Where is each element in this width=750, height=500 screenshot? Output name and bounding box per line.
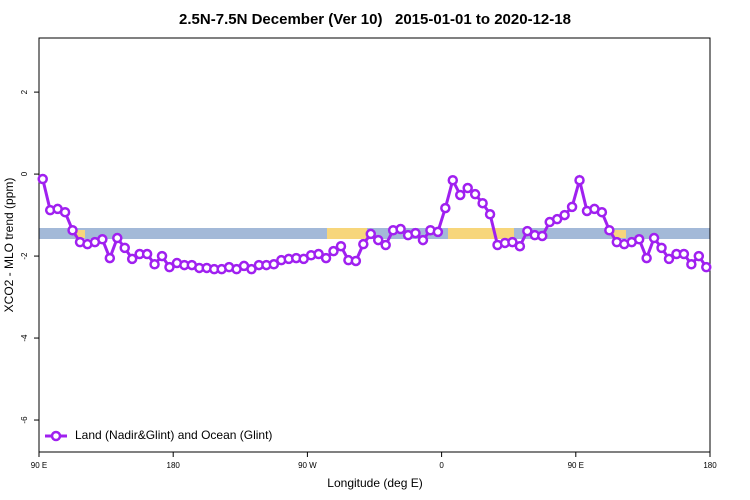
- data-point: [156, 250, 168, 262]
- data-point: [320, 252, 332, 264]
- data-point: [566, 201, 578, 213]
- data-point: [469, 188, 481, 200]
- data-point: [410, 227, 421, 239]
- data-point: [432, 226, 444, 238]
- data-point: [656, 242, 667, 254]
- data-point: [97, 234, 108, 245]
- data-point: [604, 224, 615, 236]
- data-point: [633, 234, 645, 245]
- x-tick-label: 180: [167, 461, 181, 470]
- data-point: [693, 250, 705, 262]
- data-point: [67, 224, 78, 236]
- data-point: [417, 234, 429, 246]
- data-point: [551, 213, 563, 225]
- data-point: [350, 255, 362, 267]
- y-tick-label: -2: [20, 252, 29, 260]
- data-point: [112, 232, 123, 244]
- data-point: [119, 242, 130, 254]
- data-point: [537, 230, 548, 242]
- x-tick-label: 90 W: [298, 461, 317, 470]
- y-tick-label: 2: [20, 89, 29, 94]
- data-point: [559, 209, 570, 221]
- data-point: [141, 248, 153, 260]
- data-point: [365, 228, 377, 240]
- data-point: [663, 253, 675, 265]
- x-tick-label: 90 E: [31, 461, 47, 470]
- x-tick-label: 180: [703, 461, 717, 470]
- data-point: [149, 259, 160, 270]
- plot-frame: [38, 37, 711, 453]
- y-axis-label: XCO2 - MLO trend (ppm): [2, 178, 16, 313]
- y-tick-label: 0: [20, 171, 29, 176]
- data-point: [335, 240, 347, 252]
- data-point: [37, 173, 48, 185]
- data-point: [372, 234, 384, 246]
- data-point: [328, 245, 339, 257]
- data-point: [313, 248, 324, 260]
- data-point: [596, 206, 608, 218]
- y-tick-label: -6: [20, 416, 29, 424]
- data-point: [246, 263, 257, 275]
- data-point: [641, 252, 652, 264]
- x-tick-label: 0: [439, 461, 444, 470]
- land-patch: [75, 230, 85, 238]
- data-point: [514, 240, 526, 252]
- data-point: [59, 206, 71, 218]
- data-point: [440, 202, 451, 214]
- data-point: [678, 248, 690, 260]
- data-point: [358, 238, 369, 250]
- data-point: [164, 261, 175, 273]
- data-point: [686, 259, 697, 270]
- data-point: [507, 236, 518, 248]
- data-point: [268, 259, 280, 270]
- data-point: [447, 174, 459, 186]
- land-patch: [327, 228, 367, 239]
- x-tick-label: 90 E: [568, 461, 584, 470]
- legend-label: Land (Nadir&Glint) and Ocean (Glint): [75, 428, 272, 442]
- data-point: [484, 209, 496, 220]
- chart-title: 2.5N-7.5N December (Ver 10) 2015-01-01 t…: [179, 11, 571, 28]
- legend-marker: [50, 430, 62, 442]
- data-point: [126, 253, 138, 265]
- data-point: [380, 239, 391, 251]
- data-point: [701, 261, 712, 273]
- land-patch: [448, 228, 514, 239]
- y-tick-label: -4: [20, 334, 29, 342]
- x-axis-label: Longitude (deg E): [327, 476, 422, 490]
- data-point: [462, 182, 473, 194]
- data-point: [574, 174, 585, 186]
- data-point: [104, 252, 116, 264]
- data-point: [395, 223, 406, 235]
- data-point: [477, 197, 488, 209]
- data-point: [648, 232, 660, 244]
- data-point: [454, 189, 466, 201]
- land-patch: [612, 230, 626, 238]
- data-point: [522, 225, 533, 237]
